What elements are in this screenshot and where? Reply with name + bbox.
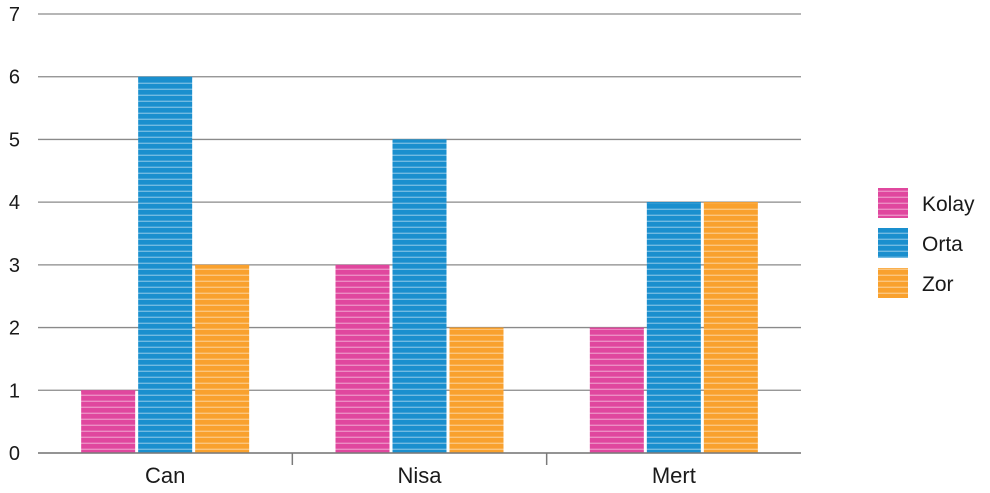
x-category-label: Nisa — [397, 463, 442, 488]
legend-item-kolay: Kolay — [878, 188, 975, 218]
y-tick-label: 3 — [9, 255, 20, 277]
x-category-label: Can — [145, 463, 185, 488]
legend-swatch — [878, 188, 908, 218]
legend-swatch — [878, 268, 908, 298]
bars — [81, 76, 758, 453]
bar-zor-can — [195, 264, 250, 453]
y-tick-label: 1 — [9, 380, 20, 402]
y-tick-label: 0 — [9, 443, 20, 465]
legend: Kolay Orta Zor — [878, 188, 975, 298]
y-axis-tick-labels: 0 1 2 3 4 5 6 7 — [9, 4, 20, 465]
legend-item-zor: Zor — [878, 268, 954, 298]
legend-item-orta: Orta — [878, 228, 963, 258]
legend-label: Orta — [922, 233, 963, 256]
y-tick-label: 7 — [9, 4, 20, 26]
x-category-label: Mert — [652, 463, 696, 488]
bar-zor-mert — [703, 202, 758, 453]
bar-zor-nisa — [449, 327, 504, 453]
x-axis — [38, 452, 801, 465]
bar-kolay-nisa — [335, 264, 390, 453]
legend-label: Zor — [922, 273, 954, 296]
bar-kolay-mert — [589, 327, 644, 453]
bar-orta-can — [138, 76, 193, 453]
legend-label: Kolay — [922, 193, 975, 216]
y-tick-label: 2 — [9, 318, 20, 340]
bar-kolay-can — [81, 390, 136, 453]
y-tick-label: 6 — [9, 67, 20, 89]
y-tick-label: 5 — [9, 129, 20, 151]
y-tick-label: 4 — [9, 192, 20, 214]
legend-swatch — [878, 228, 908, 258]
bar-orta-mert — [646, 202, 701, 453]
bar-orta-nisa — [392, 139, 447, 453]
x-axis-category-labels: Can Nisa Mert — [145, 463, 696, 488]
